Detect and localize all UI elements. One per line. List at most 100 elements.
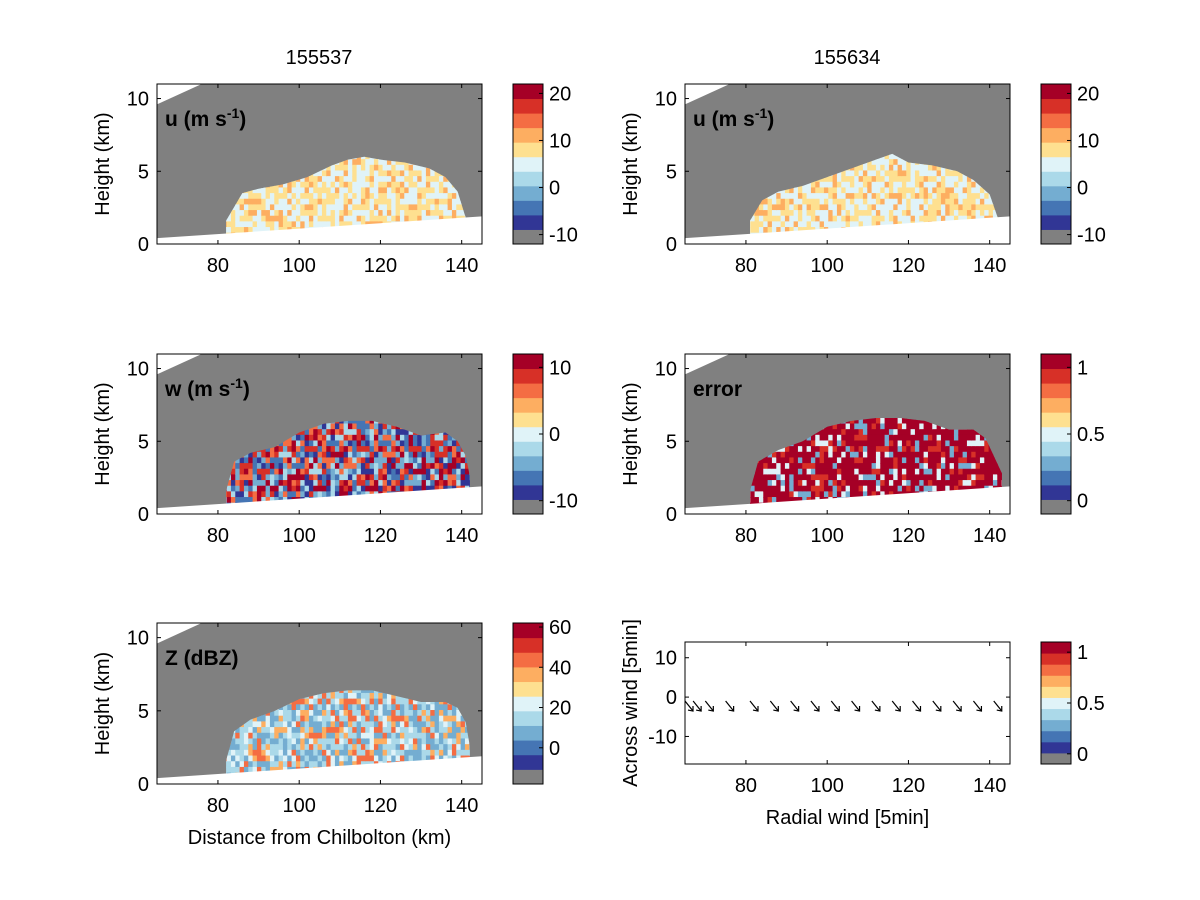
data-cell [906, 170, 912, 177]
data-cell [802, 463, 808, 470]
data-cell [352, 434, 358, 442]
data-cell [447, 210, 453, 217]
data-cell [313, 210, 319, 217]
data-cell [971, 451, 977, 459]
data-cell [300, 485, 306, 492]
data-cell [456, 198, 462, 206]
data-cell [391, 457, 397, 464]
data-cell [395, 170, 401, 177]
data-cell [784, 204, 790, 211]
data-cell [425, 170, 431, 177]
data-cell [395, 429, 401, 436]
data-cell [841, 446, 847, 453]
data-cell [806, 440, 812, 447]
data-cell [456, 210, 462, 217]
data-cell [875, 485, 881, 492]
data-cell [287, 480, 293, 487]
data-cell [378, 434, 384, 442]
data-cell [447, 474, 453, 481]
data-cell [438, 198, 444, 206]
data-cell [295, 761, 301, 768]
data-cell [923, 193, 929, 200]
data-cell [780, 227, 786, 234]
x-tick-label: 100 [811, 525, 844, 547]
data-cell [304, 181, 310, 189]
data-cell [408, 457, 414, 464]
data-cell [962, 451, 968, 459]
data-cell [451, 193, 457, 200]
data-cell [404, 164, 410, 172]
data-cell [901, 181, 907, 189]
data-cell [417, 485, 423, 492]
data-cell [313, 215, 319, 222]
colorbar-tick-label: 0 [549, 178, 560, 200]
data-cell [326, 721, 332, 728]
data-cell [949, 434, 955, 442]
data-cell [330, 181, 336, 189]
data-cell [901, 204, 907, 211]
data-cell [776, 468, 782, 476]
data-cell [248, 474, 254, 481]
data-cell [243, 463, 249, 470]
data-cell [758, 204, 764, 211]
data-cell [391, 181, 397, 189]
data-cell [434, 457, 440, 464]
colorbar-swatch [1041, 484, 1071, 500]
data-cell [261, 761, 267, 768]
data-cell [265, 485, 271, 492]
data-cell [927, 474, 933, 481]
data-cell [274, 457, 280, 464]
data-cell [256, 215, 262, 222]
data-cell [386, 164, 392, 172]
data-cell [754, 215, 760, 222]
data-cell [438, 468, 444, 476]
data-cell [226, 480, 232, 487]
data-cell [347, 204, 353, 211]
data-cell [425, 468, 431, 476]
data-cell [936, 423, 942, 430]
data-cell [884, 198, 890, 206]
data-cell [274, 193, 280, 200]
data-cell [278, 755, 284, 762]
data-cell [802, 221, 808, 228]
colorbar-swatch [1041, 214, 1071, 230]
data-cell [256, 766, 262, 774]
data-cell [365, 198, 371, 206]
data-cell [836, 181, 842, 189]
data-cell [235, 485, 241, 492]
data-cell [278, 181, 284, 189]
data-cell [901, 423, 907, 430]
data-cell [347, 491, 353, 498]
data-cell [326, 761, 332, 768]
data-cell [412, 434, 418, 442]
data-cell [378, 446, 384, 453]
data-cell [815, 187, 821, 194]
data-cell [347, 170, 353, 177]
data-cell [897, 164, 903, 172]
data-cell [261, 744, 267, 751]
data-cell [962, 480, 968, 487]
data-cell [256, 187, 262, 194]
data-cell [443, 181, 449, 189]
data-cell [278, 457, 284, 464]
data-cell [256, 193, 262, 200]
data-cell [867, 221, 873, 228]
data-cell [975, 181, 981, 189]
data-cell [265, 193, 271, 200]
data-cell [356, 156, 362, 160]
data-cell [334, 485, 340, 492]
data-cell [256, 468, 262, 476]
data-cell [308, 198, 314, 206]
data-cell [278, 210, 284, 217]
colorbar-swatch [1041, 412, 1071, 428]
data-cell [923, 457, 929, 464]
data-cell [919, 204, 925, 211]
data-cell [797, 198, 803, 206]
data-cell [269, 468, 275, 476]
data-cell [797, 451, 803, 459]
data-cell [408, 463, 414, 470]
data-cell [919, 193, 925, 200]
data-cell [248, 198, 254, 206]
data-cell [906, 446, 912, 453]
data-cell [771, 480, 777, 487]
